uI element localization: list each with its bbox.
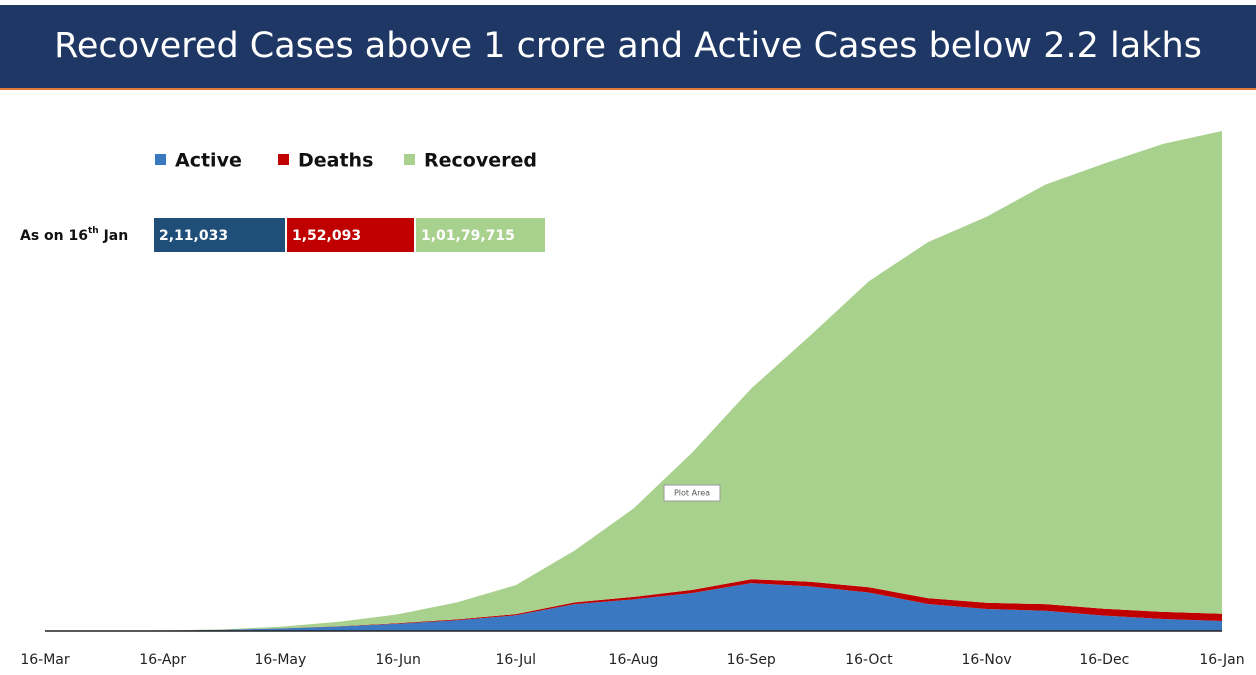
summary-label-text: As on 16 [20, 228, 88, 244]
x-tick-label: 16-Apr [139, 652, 186, 668]
legend-label: Active [175, 150, 242, 172]
area [45, 131, 1222, 631]
legend-label: Recovered [424, 150, 537, 172]
legend-swatch [155, 154, 166, 165]
x-tick-label: 16-Nov [961, 652, 1011, 668]
summary-value: 1,01,79,715 [421, 228, 515, 244]
legend-label: Deaths [298, 150, 373, 172]
annotation: Plot Area [674, 489, 710, 498]
x-tick-label: 16-Jul [496, 652, 537, 668]
summary-label-text: Jan [99, 228, 129, 244]
annotation-box [663, 484, 721, 502]
summary-box [416, 218, 545, 252]
title-banner [0, 5, 1256, 88]
chart-title: Recovered Cases above 1 crore and Active… [54, 26, 1202, 66]
summary-box [287, 218, 414, 252]
x-tick-label: 16-Mar [20, 652, 70, 668]
x-tick-label: 16-Oct [845, 652, 893, 668]
summary-value: 2,11,033 [159, 228, 228, 244]
plot-area [45, 131, 1222, 631]
summary-box [154, 218, 285, 252]
summary-value: 1,52,093 [292, 228, 361, 244]
x-tick-label: 16-Sep [727, 652, 776, 668]
x-tick-label: 16-Dec [1079, 652, 1129, 668]
legend-swatch [404, 154, 415, 165]
summary-label-sup: th [88, 226, 99, 236]
x-tick-label: 16-Jun [375, 652, 421, 668]
summary-label: As on 16th Jan [20, 226, 128, 245]
x-tick-label: 16-Jan [1199, 652, 1244, 668]
title-rule [0, 88, 1256, 90]
area [45, 579, 1222, 631]
area [45, 583, 1222, 631]
x-tick-label: 16-Aug [609, 652, 659, 668]
legend-swatch [278, 154, 289, 165]
x-tick-label: 16-May [254, 652, 306, 668]
